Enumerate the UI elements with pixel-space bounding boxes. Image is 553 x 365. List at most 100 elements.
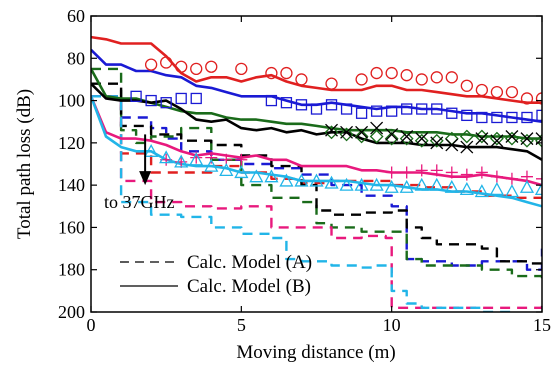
- square-marker: [386, 105, 398, 117]
- diamond-marker: [414, 133, 429, 148]
- square-marker: [476, 111, 488, 124]
- square-marker: [190, 92, 202, 105]
- series-line-group: [91, 68, 542, 140]
- plus-marker: [505, 172, 518, 185]
- series-line-group: [91, 82, 542, 265]
- circle-marker: [475, 83, 489, 97]
- cross-marker: [355, 125, 369, 139]
- model-b-line: [91, 35, 542, 104]
- square-marker: [265, 94, 278, 107]
- measured-points-group: [144, 56, 542, 105]
- axes-layer: 0 5 10 15 60 80 100 120 140 160 180 200: [58, 6, 551, 335]
- cross-marker: [385, 127, 399, 141]
- triangle-marker: [249, 169, 264, 183]
- y-tick-label: 80: [67, 48, 85, 68]
- plus-marker: [430, 164, 443, 177]
- square-marker: [175, 92, 187, 105]
- plus-marker: [400, 166, 413, 179]
- triangle-marker: [519, 179, 535, 193]
- diamond-marker: [339, 127, 354, 142]
- triangle-marker: [534, 182, 542, 196]
- x-tick-label: 15: [533, 315, 551, 335]
- circle-marker: [370, 66, 383, 80]
- square-marker: [431, 103, 443, 115]
- triangle-marker: [369, 177, 384, 191]
- measured-points-group: [325, 121, 542, 154]
- square-marker: [325, 99, 338, 111]
- triangle-marker: [489, 182, 504, 196]
- y-tick-label: 200: [58, 302, 85, 322]
- measured-points-group: [324, 125, 542, 148]
- plus-marker: [235, 153, 248, 166]
- cross-marker: [460, 140, 474, 154]
- cross-marker: [325, 123, 338, 137]
- square-marker: [491, 111, 503, 124]
- triangle-marker: [189, 152, 204, 166]
- diamond-marker: [354, 129, 369, 144]
- triangle-marker: [474, 184, 489, 198]
- diamond-marker: [520, 133, 534, 148]
- y-tick-label: 160: [58, 217, 85, 237]
- cross-marker: [520, 132, 534, 146]
- triangle-marker: [384, 179, 399, 193]
- square-marker: [310, 103, 323, 115]
- cross-marker: [430, 136, 444, 150]
- square-marker: [536, 109, 542, 122]
- circle-marker: [445, 71, 458, 84]
- square-marker: [370, 105, 383, 117]
- y-tick-label: 60: [67, 6, 85, 26]
- diamond-marker: [459, 129, 474, 144]
- circle-marker: [385, 66, 398, 80]
- measured-points-group: [144, 143, 542, 198]
- cross-marker: [400, 130, 414, 143]
- model-a-dashed-line: [91, 67, 542, 283]
- diamond-marker: [324, 125, 339, 140]
- series-line-group: [91, 95, 542, 199]
- series-line-group: [91, 48, 542, 123]
- annotation-arrow-head: [139, 171, 152, 186]
- plus-marker: [460, 168, 473, 181]
- circle-marker: [535, 92, 542, 105]
- model-a-dashed-line: [91, 82, 542, 265]
- circle-marker: [205, 60, 218, 73]
- square-marker: [446, 107, 458, 119]
- cross-marker: [505, 130, 519, 143]
- measured-points-group: [160, 151, 542, 185]
- square-marker: [401, 103, 413, 115]
- circle-marker: [265, 66, 278, 80]
- cross-marker: [445, 138, 459, 152]
- series-layer: [91, 35, 542, 312]
- triangle-marker: [339, 177, 354, 191]
- triangle-marker: [204, 158, 219, 172]
- circle-marker: [160, 56, 173, 69]
- plus-marker: [490, 170, 503, 183]
- legend-label-model-b: Calc. Model (B): [187, 276, 311, 297]
- circle-marker: [505, 85, 519, 99]
- square-marker: [145, 94, 157, 107]
- model-b-line: [91, 48, 542, 123]
- y-axis-label: Total path loss (dB): [14, 89, 35, 239]
- cross-marker: [415, 132, 429, 146]
- square-marker: [355, 107, 368, 119]
- circle-marker: [415, 73, 428, 86]
- triangle-marker: [294, 173, 309, 187]
- triangle-marker: [459, 182, 474, 196]
- square-marker: [130, 90, 142, 102]
- circle-marker: [490, 85, 504, 99]
- circle-marker: [144, 58, 158, 71]
- square-marker: [461, 109, 473, 122]
- circle-marker: [280, 66, 293, 80]
- triangle-marker: [354, 177, 369, 191]
- diamond-marker: [489, 131, 504, 146]
- circle-marker: [235, 62, 248, 76]
- y-tick-label: 120: [58, 133, 85, 153]
- triangle-marker: [414, 177, 429, 191]
- diamond-marker: [505, 131, 519, 146]
- square-marker: [280, 97, 293, 109]
- triangle-marker: [504, 184, 520, 198]
- circle-marker: [430, 71, 443, 84]
- triangle-marker: [444, 179, 459, 193]
- plus-marker: [385, 166, 398, 179]
- model-a-dashed-line: [91, 95, 514, 312]
